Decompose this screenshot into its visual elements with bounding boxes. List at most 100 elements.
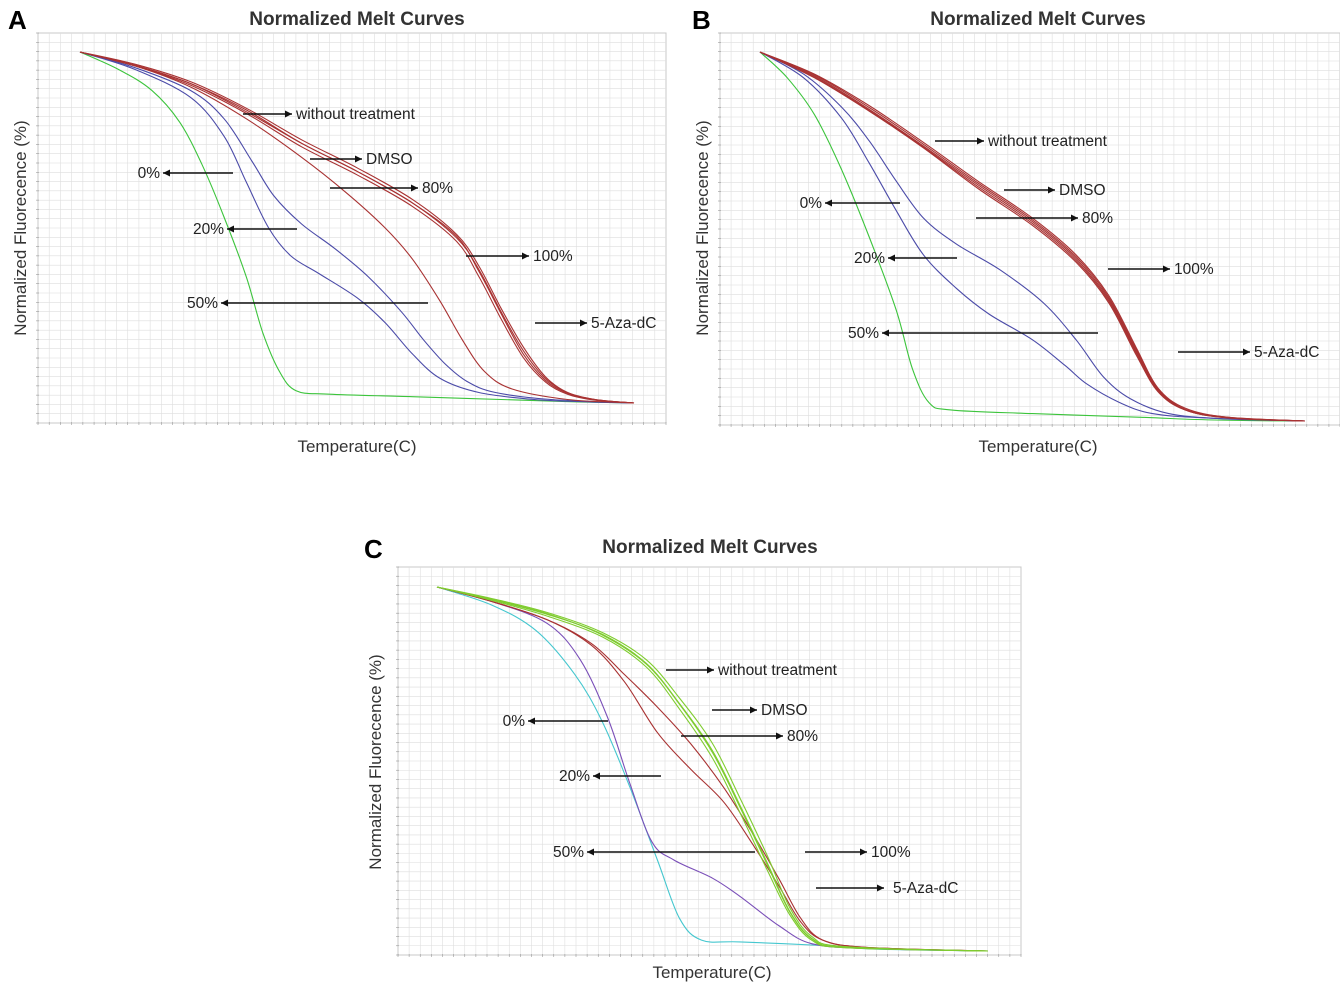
arrowhead-icon: [1071, 214, 1078, 222]
arrowhead-icon: [522, 252, 529, 260]
panel-b: B Normalized Melt Curves Temperature(C) …: [692, 5, 1340, 456]
panel-a-curve-0: [79, 51, 635, 404]
panel-a-annotation-80: 80%: [330, 180, 453, 197]
panel-b-annotation-20: 20%: [854, 250, 957, 267]
panel-c-annotation-80: 80%: [681, 728, 818, 745]
panel-a-y-axis-label: Normalized Fluorecence (%): [11, 120, 30, 335]
arrowhead-icon: [587, 848, 594, 856]
arrowhead-icon: [285, 110, 292, 118]
panel-c-curve-without-treatment: [436, 586, 989, 952]
arrowhead-icon: [411, 184, 418, 192]
panel-a-annotation-100: 100%: [466, 248, 573, 265]
panel-b-annotation-80: 80%: [976, 210, 1113, 227]
panel-c-annotation-without-treatment: without treatment: [666, 662, 838, 679]
panel-b-gridlines: [720, 33, 1340, 425]
arrowhead-icon: [528, 717, 535, 725]
arrowhead-icon: [776, 732, 783, 740]
panel-b-annotation-5-aza-dc: 5-Aza-dC: [1178, 344, 1319, 361]
panel-b-annotation-0: 0%: [800, 195, 900, 212]
arrowhead-icon: [593, 772, 600, 780]
annotation-label: 50%: [187, 295, 218, 312]
panel-a-x-axis-label: Temperature(C): [297, 437, 416, 456]
annotation-label: 80%: [422, 180, 453, 197]
annotation-label: 5-Aza-dC: [1254, 344, 1319, 361]
arrowhead-icon: [221, 299, 228, 307]
panel-b-curve-without-treatment: [759, 51, 1306, 422]
arrowhead-icon: [1243, 348, 1250, 356]
panel-a-curve-100: [79, 51, 635, 404]
annotation-label: without treatment: [987, 133, 1108, 150]
arrowhead-icon: [877, 884, 884, 892]
panel-c-annotation-100: 100%: [805, 844, 911, 861]
panel-c-annotation-dmso: DMSO: [712, 702, 808, 719]
panel-c-x-axis-label: Temperature(C): [652, 963, 771, 982]
arrowhead-icon: [882, 329, 889, 337]
panel-a-curve-80: [79, 51, 635, 404]
annotation-label: DMSO: [1059, 182, 1106, 199]
panel-c-letter: C: [364, 534, 383, 564]
panel-b-curves: [759, 51, 1306, 422]
annotation-label: DMSO: [761, 702, 808, 719]
panel-a-annotation-20: 20%: [193, 221, 297, 238]
arrowhead-icon: [888, 254, 895, 262]
panel-c-curve-80: [436, 586, 989, 952]
panel-c-y-axis-label: Normalized Fluorecence (%): [366, 654, 385, 869]
panel-a-letter: A: [8, 5, 27, 35]
panel-a-curve-50: [79, 51, 635, 404]
annotation-label: 0%: [503, 713, 526, 730]
annotation-label: 20%: [193, 221, 224, 238]
panel-b-curve-5-aza-dc: [759, 51, 1306, 422]
annotation-label: 100%: [1174, 261, 1214, 278]
panel-a-gridlines: [38, 33, 666, 423]
panel-b-y-axis-label: Normalized Fluorecence (%): [693, 120, 712, 335]
annotation-label: 5-Aza-dC: [893, 880, 958, 897]
panel-c-title: Normalized Melt Curves: [602, 537, 817, 558]
annotation-label: without treatment: [295, 106, 416, 123]
annotation-label: 80%: [1082, 210, 1113, 227]
panel-c-gridlines: [398, 567, 1021, 955]
panel-b-annotation-without-treatment: without treatment: [935, 133, 1108, 150]
panel-a-annotation-50: 50%: [187, 295, 428, 312]
panel-a-annotation-dmso: DMSO: [310, 151, 413, 168]
panel-c-annotation-20: 20%: [559, 768, 661, 785]
panel-a-annotation-5-aza-dc: 5-Aza-dC: [535, 315, 656, 332]
panel-a-curve-20: [79, 51, 635, 404]
arrowhead-icon: [750, 706, 757, 714]
annotation-label: 5-Aza-dC: [591, 315, 656, 332]
annotation-label: 0%: [800, 195, 823, 212]
panel-b-annotation-dmso: DMSO: [1004, 182, 1106, 199]
panel-c-curve-5-aza-dc: [436, 586, 989, 952]
annotation-label: 50%: [553, 844, 584, 861]
panel-a-curves: [79, 51, 635, 404]
arrowhead-icon: [977, 137, 984, 145]
panel-c-annotation-0: 0%: [503, 713, 608, 730]
panel-c-tick-marks: [396, 566, 1022, 957]
annotation-label: without treatment: [717, 662, 838, 679]
panel-a-title: Normalized Melt Curves: [249, 9, 464, 30]
annotation-label: 80%: [787, 728, 818, 745]
arrowhead-icon: [1163, 265, 1170, 273]
arrowhead-icon: [355, 155, 362, 163]
panel-a: A Normalized Melt Curves Temperature(C) …: [8, 5, 667, 456]
arrowhead-icon: [227, 225, 234, 233]
annotation-label: DMSO: [366, 151, 413, 168]
arrowhead-icon: [1048, 186, 1055, 194]
panel-b-x-axis-label: Temperature(C): [978, 437, 1097, 456]
panel-a-curve-5-aza-dc: [79, 51, 635, 404]
panel-a-annotation-0: 0%: [138, 165, 233, 182]
panel-c-curve-20: [436, 586, 989, 952]
panel-b-curve-100: [759, 51, 1306, 422]
annotation-label: 50%: [848, 325, 879, 342]
panel-c-curves: [436, 586, 989, 952]
annotation-label: 100%: [871, 844, 911, 861]
panel-a-annotation-without-treatment: without treatment: [243, 106, 416, 123]
panel-b-title: Normalized Melt Curves: [930, 9, 1145, 30]
panel-b-letter: B: [692, 5, 711, 35]
arrowhead-icon: [580, 319, 587, 327]
arrowhead-icon: [707, 666, 714, 674]
panel-b-annotation-100: 100%: [1108, 261, 1214, 278]
panel-c-curve-100: [436, 586, 989, 952]
arrowhead-icon: [163, 169, 170, 177]
annotation-label: 20%: [559, 768, 590, 785]
